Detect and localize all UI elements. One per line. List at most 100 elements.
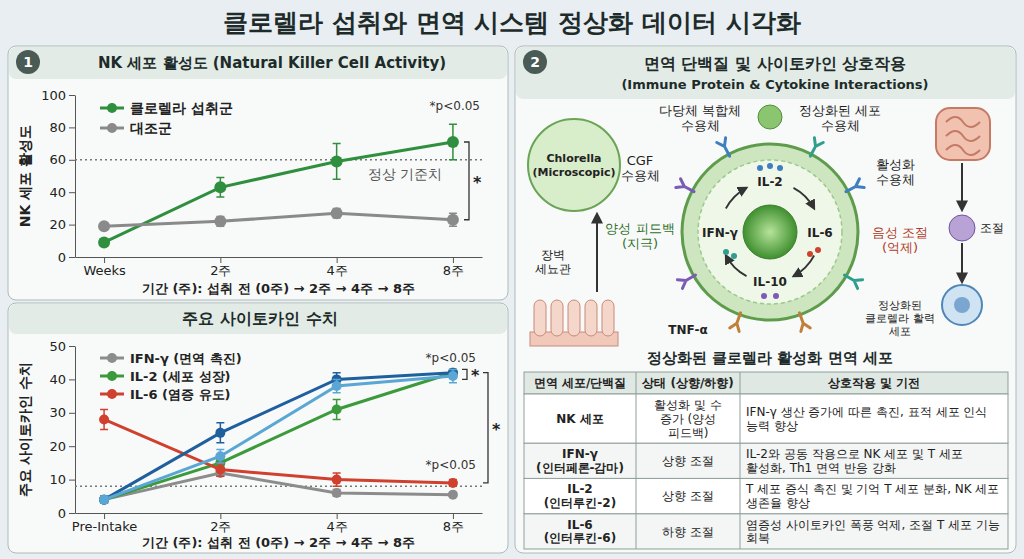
cell-nucleus <box>743 205 797 259</box>
table-cell: IL-6(인터루킨-6) <box>544 518 616 546</box>
x-tick-mark <box>337 257 338 263</box>
table-cell: 하향 조절 <box>662 525 714 539</box>
data-point <box>98 220 110 232</box>
y-tick: 40 <box>49 185 75 200</box>
x-tick-label: Pre-Intake <box>72 519 138 534</box>
molecule-dot <box>807 251 813 257</box>
error-bar <box>100 409 108 429</box>
legend-label: 대조군 <box>130 120 172 136</box>
regulatory-cell-icon <box>949 215 975 241</box>
panel <box>8 303 508 553</box>
legend-label: 클로렐라 섭취군 <box>130 100 233 116</box>
text-line: 장벽 <box>541 248 565 262</box>
significance-bracket <box>464 142 469 220</box>
data-point <box>448 490 458 500</box>
cell-interior <box>698 160 842 304</box>
x-tick: 4주 <box>327 257 348 278</box>
y-axis: 01020304050 <box>49 339 75 521</box>
panel-subtitle: (Immune Protein & Cytokine Interactions) <box>621 77 928 92</box>
y-tick-label: 50 <box>49 339 66 354</box>
y-tick-mark <box>69 95 75 96</box>
error-bar <box>216 450 224 463</box>
significance-mark: * <box>473 173 482 192</box>
x-tick-label: Weeks <box>83 263 126 278</box>
immune-cell-core <box>954 297 970 313</box>
text-line: IFN-γ <box>562 447 598 461</box>
text-line: 수용체 <box>621 168 660 183</box>
panel <box>8 46 508 300</box>
y-tick-mark <box>69 446 75 447</box>
table-cell: IFN-γ 생산 증가에 따른 촉진, 표적 세포 인식능력 향상 <box>746 405 987 433</box>
background <box>0 0 1024 559</box>
text-line: IL-6 <box>567 518 592 532</box>
x-axis: Pre-Intake2주4주8주 <box>72 513 483 534</box>
data-point <box>99 414 109 424</box>
y-tick-mark <box>69 346 75 347</box>
cycle-arrow <box>793 255 814 276</box>
diagram-label: 양성 피드백(지극) <box>605 221 674 251</box>
data-point <box>332 488 342 498</box>
panel-letter-badge <box>16 50 40 74</box>
table-header-row <box>524 372 1008 394</box>
molecule-dot <box>767 163 773 169</box>
y-tick: 100 <box>41 88 75 103</box>
intestine-icon-fold <box>946 117 980 155</box>
table-header: 상호작용 및 기전 <box>827 376 920 390</box>
x-axis-line <box>76 513 483 514</box>
flow-arrow <box>961 243 963 282</box>
y-tick-label: 20 <box>49 439 66 454</box>
intestine-villus <box>585 300 597 336</box>
annotation: *p<0.05 <box>430 99 480 113</box>
diagram: IL-2IFN-γIL-6IL-10TNF-αChlorella(Microsc… <box>528 103 1004 346</box>
text-line: 능력 향상 <box>746 419 798 433</box>
text-line: 양성 피드백 <box>605 221 674 236</box>
text-line: (인터루킨-2) <box>544 496 616 510</box>
intestine-villus <box>602 300 614 336</box>
text-line: IL-2와 공동 작용으로 NK 세포 및 T 세포 <box>746 447 963 461</box>
text-line: (인터페론-감마) <box>536 461 624 475</box>
table-cell: NK 세포 <box>556 412 604 426</box>
x-tick-label: 2주 <box>210 519 231 534</box>
y-tick-label: 80 <box>49 120 66 135</box>
error-bar <box>333 399 341 419</box>
x-axis-line <box>76 257 483 258</box>
table-row <box>524 443 1008 478</box>
receptor <box>717 138 734 159</box>
intestine-icon <box>936 108 990 160</box>
x-axis: Weeks2주4주8주 <box>76 257 483 278</box>
text-line: 상호작용 및 기전 <box>827 376 920 390</box>
x-tick-mark <box>337 513 338 519</box>
text-line: 하향 조절 <box>662 525 714 539</box>
text-line: 생존율 향상 <box>746 496 810 510</box>
panel-header <box>516 47 1015 99</box>
diagram-label: CGF수용체 <box>621 153 660 183</box>
receptor <box>795 311 811 331</box>
text-line: 면역 세포/단백질 <box>534 376 627 390</box>
legend-swatch <box>107 103 117 113</box>
table-row <box>524 478 1008 513</box>
table-row <box>524 514 1008 549</box>
series-line <box>104 213 453 226</box>
x-tick: 2주 <box>210 513 231 534</box>
chart: 020406080100Weeks2주4주8주NK 세포 활성도기간 (주): … <box>17 88 483 296</box>
x-tick-label: 8주 <box>443 263 464 278</box>
molecule-dot <box>757 165 763 171</box>
y-axis: 020406080100 <box>41 88 75 265</box>
table-row <box>524 394 1008 443</box>
table-column-rule <box>740 372 741 549</box>
series-line <box>104 142 453 242</box>
receptor <box>806 138 823 159</box>
y-tick: 0 <box>58 250 75 265</box>
y-tick-mark <box>69 127 75 128</box>
cycle-arrow <box>726 188 747 209</box>
diagram-label: 장벽세뇨관 <box>535 248 571 276</box>
page: 클로렐라 섭취와 면역 시스템 정상화 데이터 시각화020406080100W… <box>0 0 1024 559</box>
receptor <box>677 271 698 289</box>
y-tick-mark <box>69 225 75 226</box>
error-bar <box>216 423 224 443</box>
x-tick-mark <box>453 257 454 263</box>
y-tick-label: 30 <box>49 405 66 420</box>
error-bar <box>216 463 224 476</box>
text-line: (인터루킨-6) <box>544 531 616 545</box>
data-point <box>99 495 109 505</box>
